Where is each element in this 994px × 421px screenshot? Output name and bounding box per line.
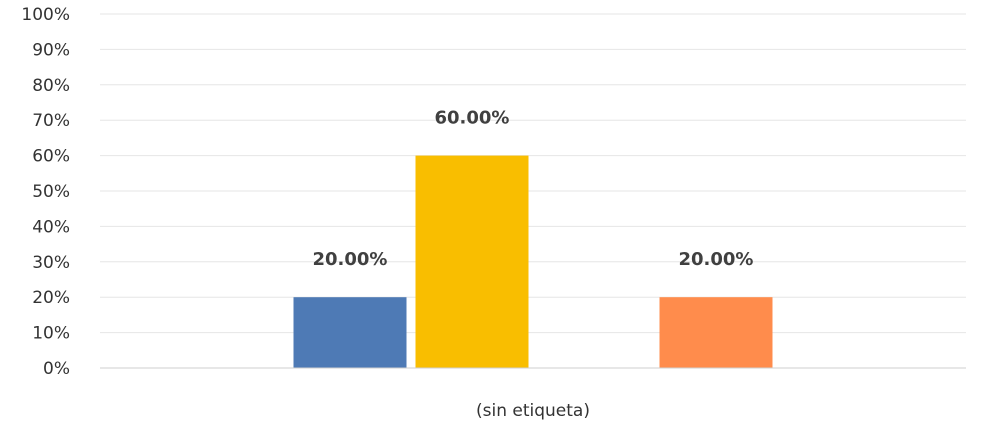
bars (293, 155, 773, 368)
y-tick-label: 20% (32, 288, 70, 308)
y-tick-label: 70% (32, 111, 70, 131)
data-label: 60.00% (435, 108, 510, 129)
bar (415, 155, 529, 368)
y-axis-ticks: 0% 10% 20% 30% 40% 50% 60% 70% 80% 90% 100% (21, 5, 70, 379)
y-tick-label: 30% (32, 253, 70, 273)
y-tick-label: 60% (32, 147, 70, 167)
data-labels: 20.00% 60.00% 20.00% (313, 108, 754, 271)
y-tick-label: 10% (32, 324, 70, 344)
y-tick-label: 80% (32, 76, 70, 96)
bar (659, 297, 773, 368)
data-label: 20.00% (679, 249, 754, 270)
data-label: 20.00% (313, 249, 388, 270)
category-label: (sin etiqueta) (476, 401, 590, 421)
y-tick-label: 100% (21, 5, 70, 25)
y-tick-label: 90% (32, 40, 70, 60)
gridlines (100, 13, 966, 334)
y-tick-label: 50% (32, 182, 70, 202)
bar (293, 297, 407, 368)
y-tick-label: 40% (32, 217, 70, 237)
y-tick-label: 0% (43, 359, 70, 379)
